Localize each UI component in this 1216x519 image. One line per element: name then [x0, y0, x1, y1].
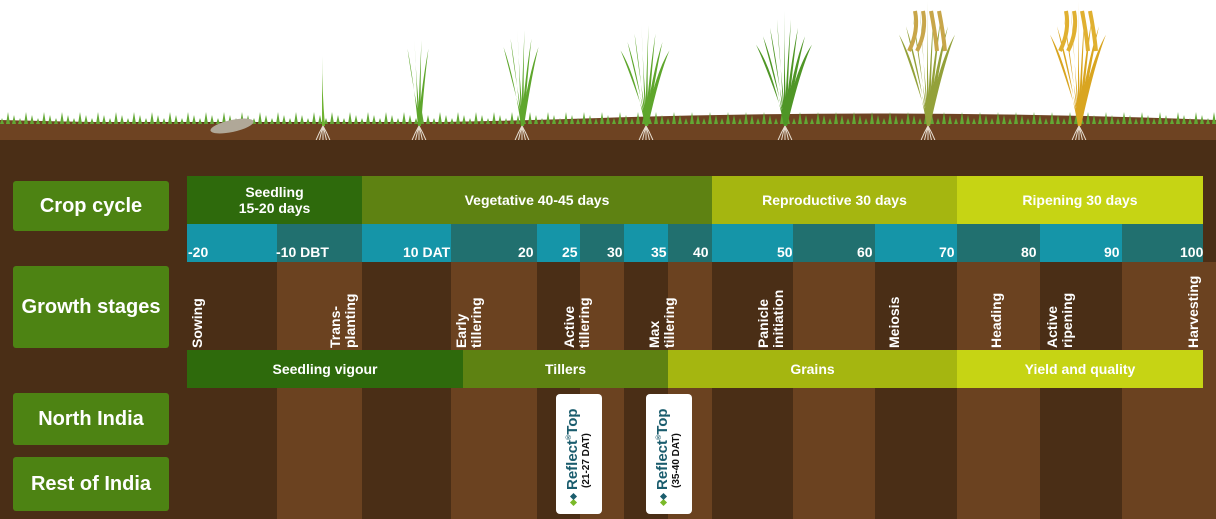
timeline-band [187, 224, 277, 262]
timeline-band [537, 224, 580, 262]
timeline-band [793, 224, 875, 262]
reflect-logo-icon [659, 492, 668, 506]
seed-icon [210, 118, 254, 134]
rice-plant-icon [620, 25, 670, 155]
timeline-tick-label: 40 [693, 244, 709, 260]
crop-cycle-label: Crop cycle [13, 181, 169, 231]
rice-plant-icon [1050, 1, 1106, 155]
growth-stages-label: Growth stages [13, 266, 169, 348]
soil-column [277, 262, 362, 519]
growth-stage-label: Panicle initiation [755, 289, 786, 348]
soil-column [712, 262, 793, 519]
reflect-logo-icon [569, 492, 578, 506]
timeline-tick-label: 100 [1180, 244, 1204, 260]
soil-column [1122, 262, 1216, 519]
timeline-tick-label: 80 [1021, 244, 1037, 260]
outcome-tillers: Tillers [463, 350, 668, 388]
soil-column [875, 262, 957, 519]
timeline-tick-label: 20 [518, 244, 534, 260]
timeline-tick-label: 50 [777, 244, 793, 260]
product-suffix: Top [654, 408, 671, 435]
growth-stage-label: Max tillering [646, 297, 677, 348]
reflect-top-tag: Reflect®Top (35-40 DAT) [646, 394, 692, 514]
soil-column [957, 262, 1040, 519]
outcome-seedling-vigour: Seedling vigour [187, 350, 463, 388]
rice-plant-icon [899, 1, 955, 155]
north-india-label: North India [13, 393, 169, 445]
growth-stage-label: Heading [988, 292, 1004, 348]
timeline-tick-label: -10 DBT [276, 244, 329, 260]
outcome-yield-and-quality: Yield and quality [957, 350, 1203, 388]
growth-stage-label: Harvesting [1185, 275, 1201, 348]
timeline-band [1122, 224, 1203, 262]
timeline-band [580, 224, 624, 262]
growth-stage-label: Trans- planting [327, 293, 358, 348]
rice-plant-illustration [0, 1, 1216, 165]
growth-stage-label: Meiosis [886, 296, 902, 348]
soil-column [187, 262, 277, 519]
timeline-band [957, 224, 1040, 262]
timeline-band [277, 224, 362, 262]
timeline-tick-label: -20 [188, 244, 209, 260]
timeline-band [875, 224, 957, 262]
timeline-band [362, 224, 451, 262]
timeline-tick-label: 25 [562, 244, 578, 260]
timeline-tick-label: 10 DAT [403, 244, 451, 260]
growth-stage-label: Active ripening [1044, 292, 1075, 348]
timeline-band [624, 224, 668, 262]
rest-of-india-label: Rest of India [13, 457, 169, 511]
timeline-band [668, 224, 712, 262]
crop-cycle-ripening: Ripening 30 days [957, 176, 1203, 224]
product-brand: Reflect [654, 439, 671, 490]
timeline-band [712, 224, 793, 262]
timeline-tick-label: 30 [607, 244, 623, 260]
soil-column [362, 262, 451, 519]
product-window: (35-40 DAT) [671, 433, 682, 488]
timeline-band [451, 224, 537, 262]
growth-stage-label: Early tillering [453, 297, 484, 348]
soil-column [793, 262, 875, 519]
timeline-tick-label: 90 [1104, 244, 1120, 260]
timeline-tick-label: 60 [857, 244, 873, 260]
crop-cycle-seedling: Seedling 15-20 days [187, 176, 362, 224]
rice-plant-icon [503, 30, 539, 155]
crop-cycle-vegetative: Vegetative 40-45 days [362, 176, 712, 224]
timeline-tick-label: 35 [651, 244, 667, 260]
product-suffix: Top [564, 408, 581, 435]
timeline-tick-label: 70 [939, 244, 955, 260]
crop-cycle-reproductive: Reproductive 30 days [712, 176, 957, 224]
growth-stage-label: Sowing [189, 298, 205, 348]
growth-stage-label: Active tillering [561, 297, 592, 348]
soil-column [1040, 262, 1122, 519]
reflect-top-tag: Reflect®Top (21-27 DAT) [556, 394, 602, 514]
timeline-band [1040, 224, 1122, 262]
soil-column [451, 262, 537, 519]
product-brand: Reflect [564, 439, 581, 490]
product-window: (21-27 DAT) [581, 433, 592, 488]
outcome-grains: Grains [668, 350, 957, 388]
